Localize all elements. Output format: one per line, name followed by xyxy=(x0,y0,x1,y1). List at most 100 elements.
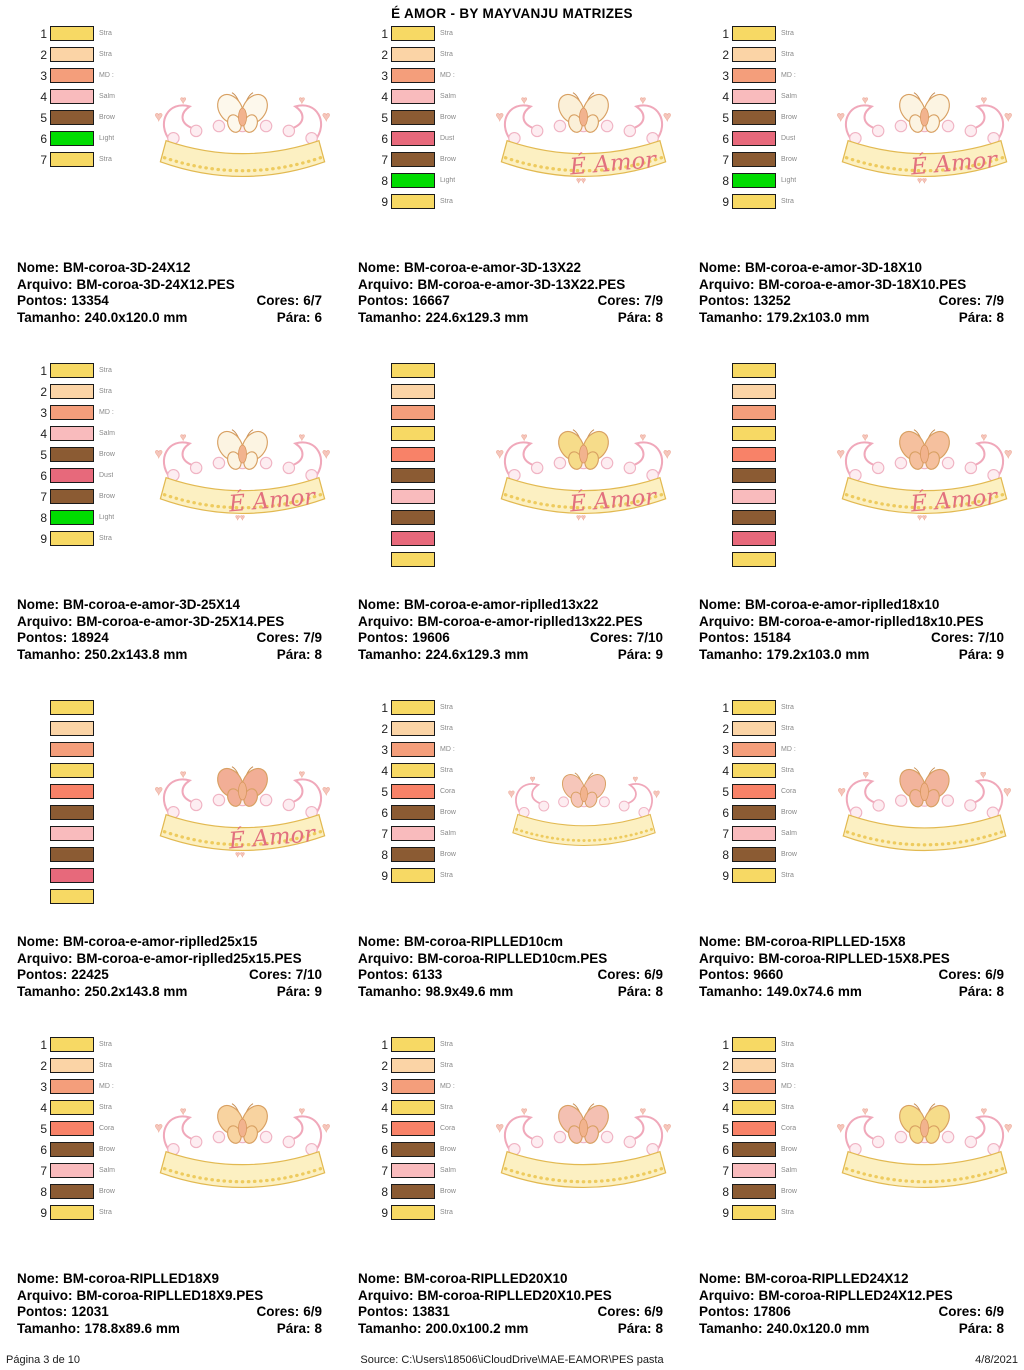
thread-color-swatch xyxy=(732,194,776,209)
thread-color-label: Brow xyxy=(781,1146,797,1153)
design-preview-area: ♥ ♥ ♥ ♥ xyxy=(683,361,1024,597)
pontos-label: Pontos: xyxy=(17,293,68,308)
thread-number: 4 xyxy=(381,1100,388,1115)
tamanho-para-line: Tamanho: 250.2x143.8 mm Pára: 9 xyxy=(17,984,322,1001)
cores-value: 7/10 xyxy=(977,630,1004,645)
nome-label: Nome: xyxy=(358,597,401,612)
design-image-wrap: ♥ ♥ ♥ ♥ xyxy=(831,361,1024,597)
design-image-wrap: ♥ ♥ ♥ ♥ xyxy=(490,24,683,260)
thread-color-swatch xyxy=(391,784,435,799)
nome-line: Nome: BM-coroa-e-amor-3D-25X14 xyxy=(17,597,322,614)
crown-scallop xyxy=(537,801,549,812)
pontos-label: Pontos: xyxy=(699,630,750,645)
thread-row: 1 Stra xyxy=(715,1037,831,1052)
thread-row: 3 MD : xyxy=(715,742,831,757)
crown-scallop xyxy=(600,456,614,470)
para-field: Pára: 9 xyxy=(277,984,322,1001)
thread-color-swatch xyxy=(50,531,94,546)
heart-icon: ♥ xyxy=(663,1119,671,1135)
thread-list: 1 Stra 2 Stra 3 MD : 4 Stra 5 Cora 6 Bro… xyxy=(374,700,490,934)
tamanho-field: Tamanho: 224.6x129.3 mm xyxy=(358,647,528,664)
pontos-value: 22425 xyxy=(71,967,109,982)
thread-color-label: Brow xyxy=(440,809,456,816)
thread-color-label: Stra xyxy=(440,725,453,732)
para-field: Pára: 9 xyxy=(959,647,1004,664)
arquivo-label: Arquivo: xyxy=(358,1287,414,1303)
design-metadata: Nome: BM-coroa-RIPLLED18X9 Arquivo: BM-cor… xyxy=(1,1271,342,1337)
design-metadata: Nome: BM-coroa-RIPLLED-15X8 Arquivo: BM-co… xyxy=(683,934,1024,1000)
thread-row: 3 MD : xyxy=(374,68,490,83)
para-field: Pára: 8 xyxy=(277,1321,322,1338)
thread-row xyxy=(33,784,149,799)
design-image-wrap: ♥ ♥ ♥ ♥ xyxy=(490,361,683,597)
arquivo-value: BM-coroa-3D-24X12.PES xyxy=(76,276,235,292)
heart-icon: ♥ xyxy=(838,783,846,798)
thread-row: 8 Brow xyxy=(374,1184,490,1199)
thread-color-swatch xyxy=(50,805,94,820)
thread-number: 4 xyxy=(722,763,729,778)
thread-number: 5 xyxy=(40,1121,47,1136)
thread-color-swatch xyxy=(391,1205,435,1220)
thread-color-swatch xyxy=(50,889,94,904)
design-image-wrap: ♥ ♥ ♥ ♥ xyxy=(831,1035,1024,1271)
thread-color-swatch xyxy=(732,489,776,504)
thread-row: 9 Stra xyxy=(374,868,490,883)
pontos-cores-line: Pontos: 6133 Cores: 6/9 xyxy=(358,967,663,984)
nome-line: Nome: BM-coroa-3D-24X12 xyxy=(17,260,322,277)
heart-icon: ♥ xyxy=(299,1105,305,1117)
thread-number: 9 xyxy=(381,1205,388,1220)
cores-label: Cores: xyxy=(597,1304,641,1319)
thread-row: 1 Stra xyxy=(715,26,831,41)
butterfly-icon xyxy=(899,92,950,134)
butterfly-icon xyxy=(899,766,950,808)
design-preview-area: 1 Stra 2 Stra 3 MD : 4 Stra 5 Cora 6 Bro… xyxy=(342,1035,683,1271)
crown-scallop xyxy=(623,124,637,138)
thread-row: 5 Cora xyxy=(374,1121,490,1136)
thread-number: 5 xyxy=(40,110,47,125)
cores-field: Cores: 6/9 xyxy=(938,1304,1004,1321)
thread-row: 7 Salm xyxy=(33,1163,149,1178)
thread-row: 7 Salm xyxy=(715,1163,831,1178)
heart-icon: ♥ xyxy=(981,1105,987,1117)
thread-color-label: Brow xyxy=(440,1188,456,1195)
thread-color-swatch xyxy=(732,868,776,883)
thread-number: 2 xyxy=(722,721,729,736)
thread-row xyxy=(33,763,149,778)
nome-label: Nome: xyxy=(358,260,401,275)
thread-number: 9 xyxy=(40,1205,47,1220)
tamanho-field: Tamanho: 224.6x129.3 mm xyxy=(358,310,528,327)
thread-color-label: Stra xyxy=(99,1104,112,1111)
thread-row xyxy=(33,868,149,883)
arquivo-line: Arquivo: BM-coroa-e-amor-3D-25X14.PES xyxy=(17,614,322,631)
cores-label: Cores: xyxy=(938,1304,982,1319)
nome-value: BM-coroa-RIPLLED20X10 xyxy=(404,1271,568,1286)
design-cell: ♥ ♥ ♥ ♥ xyxy=(1,698,342,1035)
thread-row xyxy=(715,426,831,441)
nome-value: BM-coroa-e-amor-3D-25X14 xyxy=(63,597,241,612)
heart-icon: ♥ xyxy=(155,445,163,461)
thread-number: 1 xyxy=(722,26,729,41)
right-swirl-ornament xyxy=(292,1115,323,1153)
thread-row: 8 Brow xyxy=(374,847,490,862)
thread-color-label: Stra xyxy=(99,51,112,58)
thread-row: 6 Brow xyxy=(374,1142,490,1157)
thread-number: 8 xyxy=(722,173,729,188)
para-value: 9 xyxy=(996,646,1004,662)
crown-embroidery-design: ♥ ♥ ♥ ♥ xyxy=(495,92,672,185)
design-image-wrap: ♥ ♥ ♥ ♥ xyxy=(149,361,342,597)
pontos-cores-line: Pontos: 9660 Cores: 6/9 xyxy=(699,967,1004,984)
thread-color-swatch xyxy=(732,1163,776,1178)
nome-label: Nome: xyxy=(699,934,742,949)
cores-value: 6/9 xyxy=(985,1304,1004,1319)
thread-row: 3 MD : xyxy=(715,1079,831,1094)
thread-color-label: MD : xyxy=(440,72,455,79)
crown-embroidery-design: ♥ ♥ ♥ ♥ xyxy=(836,1103,1013,1189)
thread-row xyxy=(33,889,149,904)
thread-row: 7 Salm xyxy=(374,826,490,841)
crown-scallop xyxy=(600,1130,614,1144)
thread-row xyxy=(374,426,490,441)
crown-scallop xyxy=(623,1135,637,1149)
arquivo-line: Arquivo: BM-coroa-RIPLLED18X9.PES xyxy=(17,1288,322,1305)
right-swirl-ornament xyxy=(633,1115,664,1153)
heart-icon: ♥ xyxy=(663,445,671,461)
